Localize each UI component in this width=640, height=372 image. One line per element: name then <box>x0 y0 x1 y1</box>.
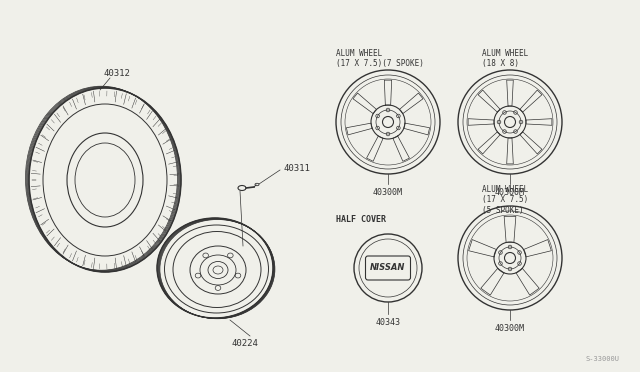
Text: ALUM WHEEL
(18 X 8): ALUM WHEEL (18 X 8) <box>482 49 528 68</box>
Text: 40311: 40311 <box>284 164 311 173</box>
Text: NISSAN: NISSAN <box>371 263 406 273</box>
Text: 40343: 40343 <box>376 318 401 327</box>
Text: 40300M: 40300M <box>495 324 525 333</box>
Text: S-33000U: S-33000U <box>586 356 620 362</box>
Text: ALUM WHEEL
(17 X 7.5)(7 SPOKE): ALUM WHEEL (17 X 7.5)(7 SPOKE) <box>336 49 424 68</box>
Text: 40300M: 40300M <box>373 188 403 197</box>
Text: ALUM WHEEL
(17 X 7.5)
(5 SPOKE): ALUM WHEEL (17 X 7.5) (5 SPOKE) <box>482 185 528 215</box>
Text: 40224: 40224 <box>232 340 259 349</box>
Text: HALF COVER: HALF COVER <box>336 215 386 224</box>
Text: 40312: 40312 <box>104 68 131 77</box>
Text: 40300M: 40300M <box>495 188 525 197</box>
